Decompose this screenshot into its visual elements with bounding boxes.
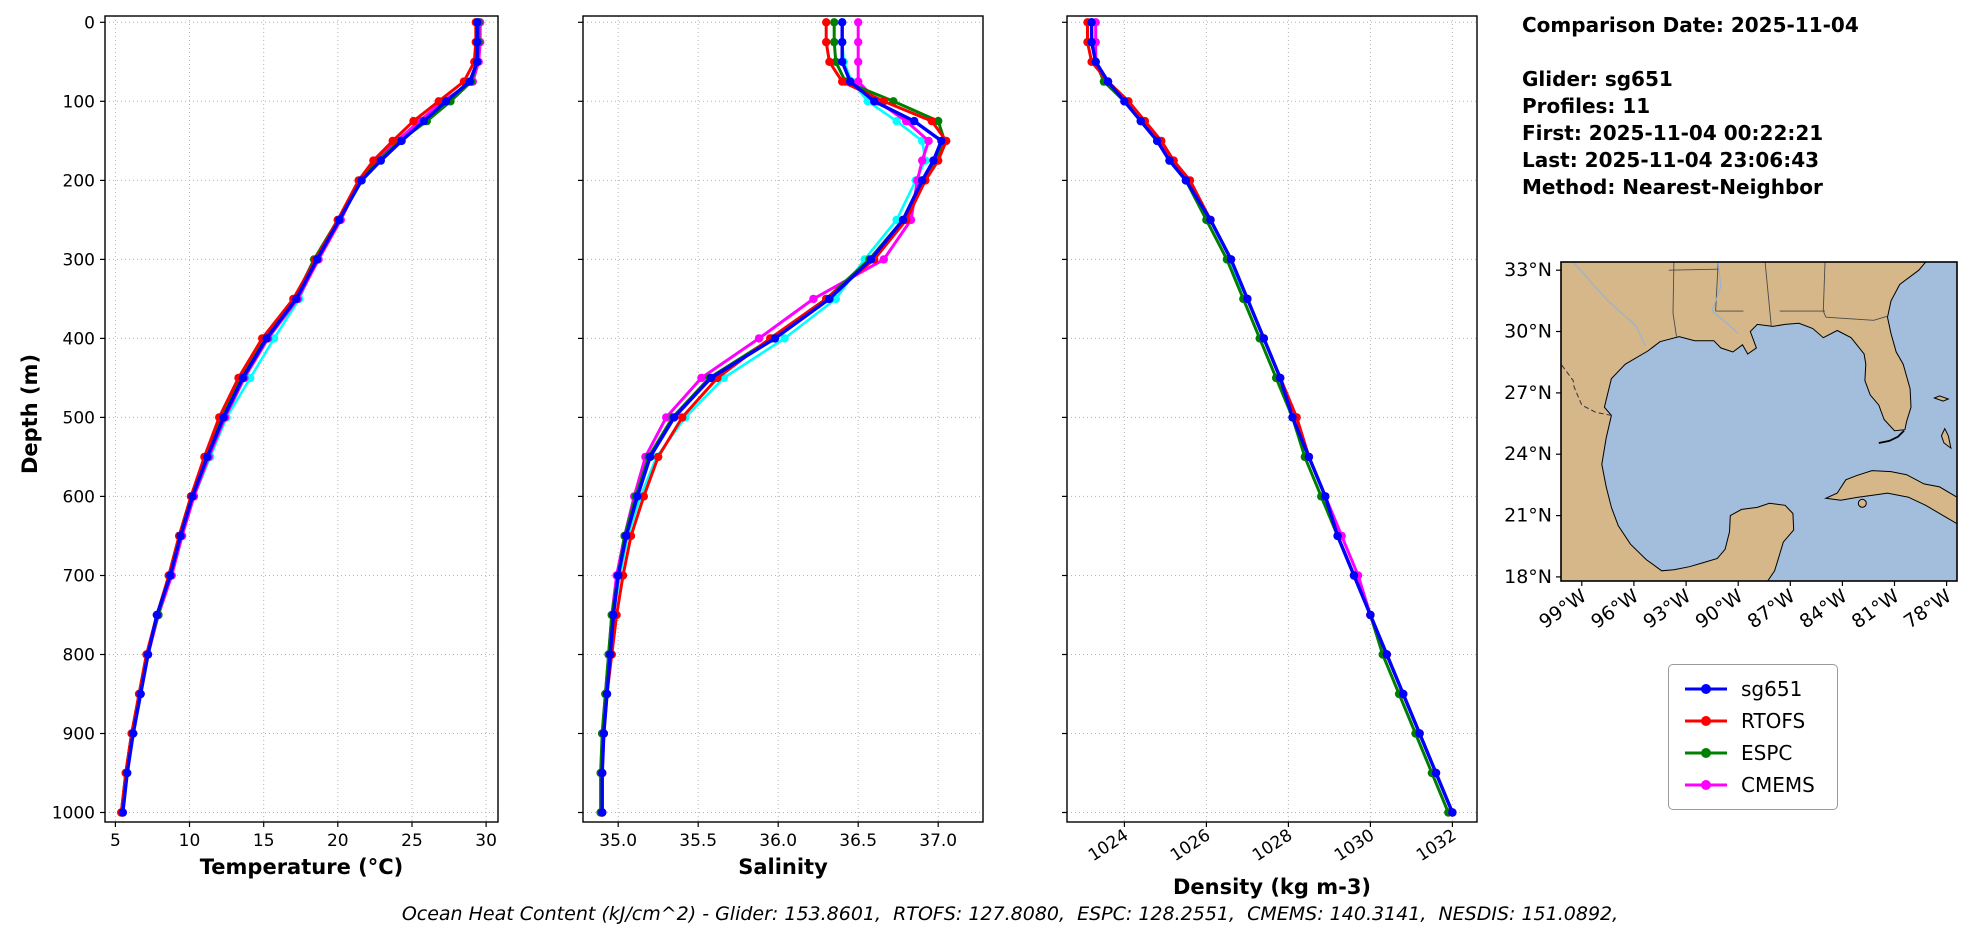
svg-text:5: 5 [110, 831, 121, 851]
svg-text:30: 30 [475, 831, 497, 851]
svg-text:1026: 1026 [1167, 825, 1214, 865]
x-axis-label: Temperature (°C) [200, 855, 403, 879]
series-line-RTOFS [119, 22, 478, 813]
svg-text:96°W: 96°W [1587, 585, 1643, 633]
legend-item-sg651: sg651 [1683, 677, 1815, 701]
svg-text:0: 0 [84, 13, 95, 33]
legend-item-ESPC: ESPC [1683, 741, 1815, 765]
svg-text:27°N: 27°N [1504, 382, 1552, 404]
info-panel: Comparison Date: 2025-11-04 Glider: sg65… [1522, 12, 1859, 201]
svg-text:15: 15 [253, 831, 275, 851]
tick-labels: 35.0 35.5 36.0 36.5 37.0 [578, 21, 957, 851]
svg-text:30°N: 30°N [1504, 321, 1552, 343]
x-axis-label: Density (kg m-3) [1173, 875, 1371, 899]
map-state-borders [1561, 262, 1888, 416]
us-mexico-border [1561, 363, 1612, 416]
series-line-ESPC [599, 22, 947, 813]
series-markers-sg651 [598, 18, 946, 817]
series-line-RTOFS [600, 22, 948, 813]
svg-text:21°N: 21°N [1504, 505, 1552, 527]
temperature-profile-chart: 5 10 15 20 25 3001002003004005006007008009001… [52, 13, 499, 879]
svg-text:10: 10 [179, 831, 201, 851]
series-markers-RTOFS [598, 18, 951, 817]
svg-text:1032: 1032 [1413, 825, 1460, 865]
last-profile-text: Last: 2025-11-04 23:06:43 [1522, 148, 1820, 172]
legend-marker-ESPC [1685, 748, 1727, 758]
grid [1067, 16, 1477, 822]
legend-marker-sg651 [1685, 684, 1727, 694]
tick-labels: 1024 1026 1028 1030 1032 [1062, 21, 1460, 866]
svg-text:78°W: 78°W [1900, 585, 1956, 633]
legend-marker-RTOFS [1685, 716, 1727, 726]
series-markers-sg651 [118, 18, 482, 817]
svg-text:1030: 1030 [1331, 825, 1378, 865]
plot-frame [582, 15, 984, 823]
legend-label: ESPC [1741, 741, 1793, 765]
svg-text:800: 800 [63, 646, 95, 666]
svg-text:400: 400 [63, 329, 95, 349]
profiles-text: Profiles: 11 [1522, 94, 1651, 118]
tick-labels: 5 10 15 20 25 3001002003004005006007008009001… [52, 13, 497, 851]
map-land [1561, 262, 1957, 581]
map-rivers [1572, 262, 1739, 347]
florida-keys [1878, 430, 1905, 444]
legend-label: RTOFS [1741, 709, 1806, 733]
svg-text:35.0: 35.0 [599, 831, 637, 851]
depth-axis-label: Depth (m) [18, 353, 42, 475]
legend-label: CMEMS [1741, 773, 1815, 797]
series-markers-CMEMS [598, 18, 933, 817]
legend-label: sg651 [1741, 677, 1803, 701]
svg-text:900: 900 [63, 725, 95, 745]
series-markers-ESPC [1087, 18, 1453, 817]
svg-text:25: 25 [401, 831, 423, 851]
svg-text:600: 600 [63, 487, 95, 507]
svg-text:24°N: 24°N [1504, 443, 1552, 465]
series-markers-ESPC [117, 18, 483, 817]
svg-text:37.0: 37.0 [919, 831, 957, 851]
svg-text:93°W: 93°W [1639, 585, 1695, 633]
svg-text:18°N: 18°N [1504, 566, 1552, 588]
svg-text:20: 20 [327, 831, 349, 851]
ohc-footer-text: Ocean Heat Content (kJ/cm^2) - Glider: 1… [401, 903, 1619, 925]
salinity-profile-chart: 35.0 35.5 36.0 36.5 37.0 Salinity [578, 15, 984, 879]
glider-text: Glider: sg651 [1522, 67, 1673, 91]
svg-text:500: 500 [63, 408, 95, 428]
svg-text:33°N: 33°N [1504, 259, 1552, 281]
plot-frame [1066, 15, 1478, 823]
svg-text:81°W: 81°W [1848, 585, 1904, 633]
comparison-date-text: Comparison Date: 2025-11-04 [1522, 13, 1859, 37]
series-line-ESPC [1090, 22, 1450, 814]
plot-frame [104, 15, 499, 823]
density-profile-chart: 1024 1026 1028 1030 1032 Density (kg m-3) [1062, 15, 1478, 899]
method-text: Method: Nearest-Neighbor [1522, 175, 1823, 199]
svg-text:1024: 1024 [1085, 825, 1132, 865]
svg-text:87°W: 87°W [1744, 585, 1800, 633]
svg-text:1000: 1000 [52, 804, 95, 824]
grid [105, 16, 498, 822]
svg-text:100: 100 [63, 92, 95, 112]
legend-marker-CMEMS [1685, 780, 1727, 790]
svg-text:1028: 1028 [1249, 825, 1296, 865]
svg-text:36.0: 36.0 [759, 831, 797, 851]
map-frame [1560, 261, 1958, 582]
svg-text:200: 200 [63, 171, 95, 191]
svg-text:84°W: 84°W [1796, 585, 1852, 633]
series-markers-sg651 [1087, 18, 1457, 817]
legend-item-RTOFS: RTOFS [1683, 709, 1815, 733]
legend: sg651 RTOFS ESPC CMEMS [1668, 664, 1838, 810]
svg-text:99°W: 99°W [1535, 585, 1591, 633]
svg-text:36.5: 36.5 [839, 831, 877, 851]
first-profile-text: First: 2025-11-04 00:22:21 [1522, 121, 1824, 145]
series-line-sg651 [121, 22, 479, 813]
svg-text:300: 300 [63, 250, 95, 270]
svg-text:35.5: 35.5 [679, 831, 717, 851]
gulf-of-mexico-map: 33°N 30°N 27°N 24°N 21°N 18°N99°W96°W93°W90°W… [1504, 259, 1958, 633]
legend-item-CMEMS: CMEMS [1683, 773, 1815, 797]
x-axis-label: Salinity [738, 855, 828, 879]
svg-text:90°W: 90°W [1691, 585, 1747, 633]
svg-text:700: 700 [63, 567, 95, 587]
